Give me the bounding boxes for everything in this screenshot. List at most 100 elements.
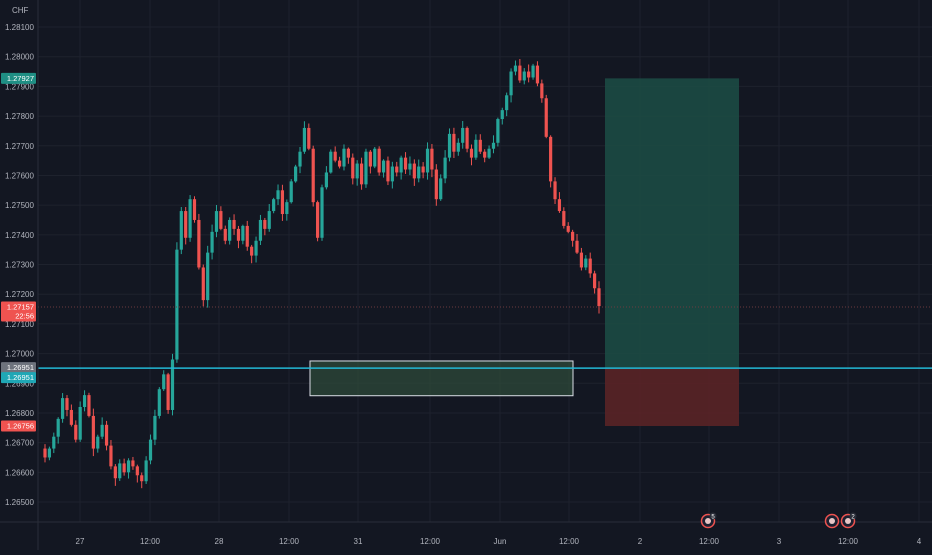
candle (69, 409, 73, 425)
candle (342, 148, 346, 167)
candle (113, 466, 117, 479)
candle (509, 71, 513, 96)
candle (373, 148, 377, 167)
candles (43, 58, 601, 489)
x-axis[interactable]: 27 12:00 28 12:00 31 12:00 Jun 12:00 2 12:00 3 12:0… (0, 521, 932, 546)
line-price-tag-text: 1.26951 (7, 373, 34, 382)
candle (500, 110, 504, 120)
candle (593, 273, 597, 289)
candle (412, 163, 416, 179)
y-tick-label: 1.26800 (5, 409, 34, 418)
candle (289, 181, 293, 203)
candle (324, 172, 328, 188)
candle (104, 424, 109, 446)
grid (38, 0, 932, 522)
candle (175, 249, 179, 360)
currency-label: CHF (12, 6, 29, 15)
candle (131, 460, 135, 467)
candle (241, 225, 245, 241)
entry-price-tag-text: 1.26951 (7, 363, 34, 372)
candle (245, 225, 249, 247)
candle (505, 95, 509, 111)
candle (579, 252, 584, 268)
candle (126, 460, 131, 473)
candle (184, 211, 188, 238)
candle (140, 475, 144, 482)
x-tick-label: 27 (76, 537, 85, 546)
candle (566, 225, 570, 232)
last-price-tag-bg (1, 301, 36, 322)
candle (417, 166, 421, 179)
candle (403, 157, 408, 170)
x-tick-label: 2 (638, 537, 643, 546)
stop-price-tag-bg (1, 420, 36, 432)
flag-event-icon[interactable] (824, 513, 840, 529)
candle (333, 151, 337, 161)
candle (192, 199, 197, 220)
candle (232, 219, 236, 229)
y-tick-label: 1.27800 (5, 112, 34, 121)
last-price-tag-text: 1.27157 (7, 302, 34, 311)
y-tick-label: 1.27900 (5, 82, 34, 91)
line-price-tag-bg (1, 372, 36, 384)
zones (309, 78, 739, 426)
candle (87, 395, 91, 416)
candle (588, 258, 592, 274)
candle (469, 148, 474, 158)
candle (447, 133, 452, 158)
candle (258, 219, 263, 241)
candle (307, 127, 311, 149)
candle (359, 163, 364, 185)
candle (148, 439, 153, 461)
candle (531, 65, 535, 78)
candle (351, 157, 355, 179)
candle (549, 136, 553, 182)
x-tick-label: Jun (494, 537, 507, 546)
stop-price-tag: 1.26756 (1, 420, 36, 432)
candle (386, 160, 390, 182)
flag-event-icon[interactable]: 2 (840, 512, 857, 529)
x-tick-label: 28 (215, 537, 224, 546)
candle (562, 211, 566, 226)
highlight-rectangle[interactable] (309, 360, 574, 397)
candle (250, 246, 254, 256)
candle (443, 157, 447, 179)
flag-event-icon[interactable]: 5 (700, 512, 717, 529)
candle (179, 211, 183, 250)
y-tick-label: 1.26600 (5, 468, 34, 477)
candle (518, 65, 522, 81)
candle (78, 407, 82, 440)
candle (329, 151, 333, 173)
candle (96, 436, 100, 449)
candle (399, 157, 403, 173)
candle (197, 219, 201, 268)
stop-price-tag-text: 1.26756 (7, 422, 34, 431)
x-tick-label: 12:00 (140, 537, 161, 546)
candle (535, 65, 540, 84)
candle (206, 252, 210, 301)
candle (74, 424, 78, 440)
candle (276, 190, 280, 200)
candle (522, 71, 526, 81)
candle (109, 445, 113, 467)
candle (298, 151, 302, 167)
candle (364, 151, 368, 185)
candle (263, 219, 267, 229)
x-tick-label: 12:00 (279, 537, 300, 546)
y-tick-label: 1.27000 (5, 350, 34, 359)
target-price-tag: 1.27927 (1, 72, 36, 84)
candle (421, 166, 425, 173)
candle (496, 119, 500, 143)
y-tick-label: 1.27200 (5, 290, 34, 299)
event-dot (829, 518, 835, 524)
y-tick-label: 1.28000 (5, 53, 34, 62)
candle (56, 418, 60, 437)
candle (219, 211, 223, 229)
candle (144, 460, 148, 482)
y-tick-label: 1.27600 (5, 171, 34, 180)
y-axis[interactable]: CHF1.281001.280001.279001.278001.277001.… (0, 0, 39, 550)
